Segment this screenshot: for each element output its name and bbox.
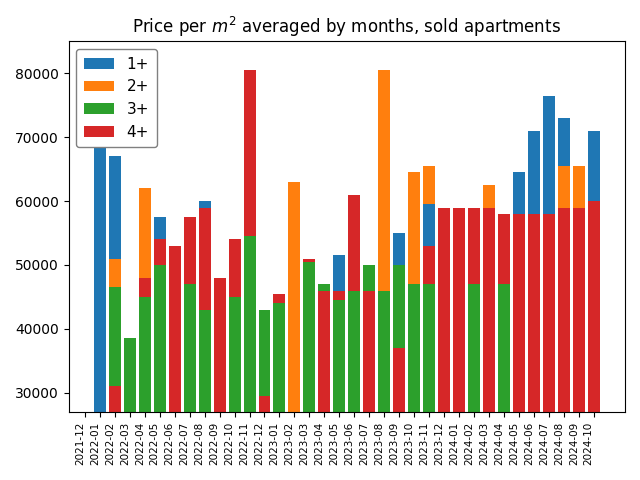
Bar xyxy=(543,214,555,412)
Bar xyxy=(214,278,225,412)
Bar xyxy=(169,246,180,412)
Bar xyxy=(423,166,435,412)
Bar xyxy=(94,131,106,412)
Bar xyxy=(109,288,121,412)
Bar xyxy=(438,207,450,412)
Bar xyxy=(169,246,180,412)
Bar xyxy=(543,96,555,412)
Bar xyxy=(228,240,241,412)
Bar xyxy=(244,236,255,412)
Bar xyxy=(198,310,211,412)
Bar xyxy=(438,207,450,412)
Bar xyxy=(528,131,540,412)
Bar xyxy=(588,201,600,412)
Bar xyxy=(364,290,375,412)
Bar xyxy=(154,265,166,412)
Bar xyxy=(423,204,435,412)
Bar xyxy=(198,201,211,412)
Bar xyxy=(184,284,196,412)
Bar xyxy=(289,182,300,412)
Bar xyxy=(528,214,540,412)
Bar xyxy=(348,290,360,412)
Bar xyxy=(468,284,480,412)
Bar xyxy=(393,265,405,412)
Bar xyxy=(393,348,405,412)
Bar xyxy=(259,396,271,412)
Bar xyxy=(318,284,330,412)
Bar xyxy=(378,70,390,412)
Bar xyxy=(453,207,465,412)
Bar xyxy=(303,262,316,412)
Bar xyxy=(513,214,525,412)
Bar xyxy=(154,217,166,412)
Bar xyxy=(364,265,375,412)
Bar xyxy=(468,207,480,412)
Bar xyxy=(348,195,360,412)
Bar xyxy=(558,166,570,412)
Bar xyxy=(124,338,136,412)
Bar xyxy=(228,297,241,412)
Bar xyxy=(558,118,570,412)
Bar xyxy=(273,294,285,412)
Bar xyxy=(348,195,360,412)
Bar xyxy=(184,217,196,412)
Bar xyxy=(423,246,435,412)
Bar xyxy=(558,207,570,412)
Bar xyxy=(198,207,211,412)
Bar xyxy=(109,156,121,412)
Bar xyxy=(109,386,121,412)
Bar xyxy=(273,303,285,412)
Bar xyxy=(139,188,151,412)
Bar xyxy=(139,297,151,412)
Bar xyxy=(498,214,510,412)
Bar xyxy=(109,259,121,412)
Bar xyxy=(573,166,585,412)
Bar xyxy=(139,278,151,412)
Bar xyxy=(228,240,241,412)
Bar xyxy=(333,300,346,412)
Bar xyxy=(154,240,166,412)
Bar xyxy=(423,284,435,412)
Bar xyxy=(408,172,420,412)
Bar xyxy=(244,70,255,412)
Bar xyxy=(318,290,330,412)
Title: Price per $m^2$ averaged by months, sold apartments: Price per $m^2$ averaged by months, sold… xyxy=(132,15,561,39)
Bar xyxy=(333,255,346,412)
Bar xyxy=(483,185,495,412)
Bar xyxy=(333,290,346,412)
Legend: 1+, 2+, 3+, 4+: 1+, 2+, 3+, 4+ xyxy=(76,49,157,147)
Bar xyxy=(259,310,271,412)
Bar xyxy=(378,290,390,412)
Bar xyxy=(453,207,465,412)
Bar xyxy=(588,131,600,412)
Bar xyxy=(303,259,316,412)
Bar xyxy=(483,207,495,412)
Bar xyxy=(408,284,420,412)
Bar xyxy=(573,207,585,412)
Bar xyxy=(393,233,405,412)
Bar xyxy=(513,172,525,412)
Bar xyxy=(498,284,510,412)
